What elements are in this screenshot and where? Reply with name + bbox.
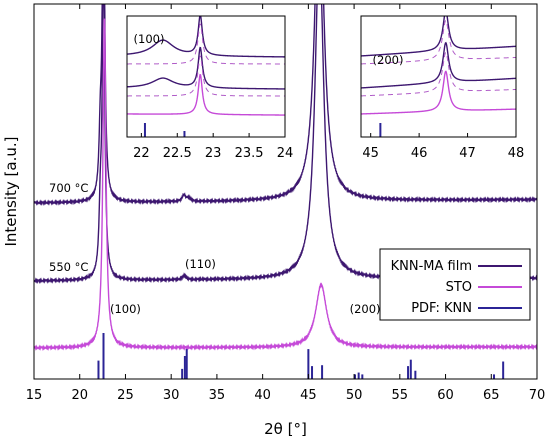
inset-fit-dashed bbox=[361, 19, 516, 65]
inset-curve-700 bbox=[361, 16, 516, 57]
legend-entry-label: PDF: KNN bbox=[411, 301, 472, 316]
inset-fit-dashed bbox=[127, 55, 285, 97]
inset-x-tick-label: 47 bbox=[459, 146, 476, 161]
annotation-label: 550 °C bbox=[49, 260, 88, 274]
series-knn-ma-700 bbox=[34, 4, 537, 207]
inset-label: (100) bbox=[134, 32, 165, 46]
x-tick-label: 25 bbox=[117, 388, 134, 403]
x-tick-label: 60 bbox=[437, 388, 454, 403]
x-tick-label: 30 bbox=[163, 388, 180, 403]
inset-curve-sto bbox=[127, 73, 285, 116]
inset-x-tick-label: 23.5 bbox=[235, 146, 264, 161]
inset-label: (200) bbox=[373, 53, 404, 67]
x-tick-label: 65 bbox=[483, 388, 500, 403]
legend: KNN-MA film STO PDF: KNN bbox=[379, 248, 531, 321]
y-axis-title: Intensity [a.u.] bbox=[2, 137, 20, 247]
inset-curve-700 bbox=[127, 16, 285, 58]
legend-entry-label: KNN-MA film bbox=[391, 259, 472, 274]
x-axis-ticks: 15 20 25 30 35 40 45 50 55 60 65 70 bbox=[26, 4, 546, 403]
x-tick-label: 45 bbox=[300, 388, 317, 403]
inset-200: 45 46 47 48 (200) bbox=[360, 15, 525, 161]
annotation-label: (110) bbox=[185, 257, 216, 271]
inset-fit-dashed bbox=[361, 51, 516, 97]
annotation-label: 700 °C bbox=[49, 181, 88, 195]
inset-curve-550 bbox=[127, 46, 285, 90]
inset-curve-550 bbox=[361, 41, 516, 89]
inset-x-tick-label: 22.5 bbox=[163, 146, 192, 161]
legend-entry-label: STO bbox=[446, 280, 472, 295]
inset-curve-sto bbox=[361, 70, 516, 115]
x-axis-title: 2θ [°] bbox=[264, 420, 307, 438]
inset-x-tick-label: 23 bbox=[205, 146, 222, 161]
x-tick-label: 55 bbox=[392, 388, 409, 403]
inset-x-tick-label: 46 bbox=[411, 146, 428, 161]
pdf-knn-sticks bbox=[97, 333, 505, 379]
inset-x-tick-label: 48 bbox=[508, 146, 525, 161]
x-tick-label: 20 bbox=[71, 388, 88, 403]
annotation-label: (100) bbox=[110, 302, 141, 316]
x-tick-label: 50 bbox=[346, 388, 363, 403]
inset-frame bbox=[360, 15, 517, 138]
inset-x-tick-label: 24 bbox=[277, 146, 294, 161]
x-tick-label: 70 bbox=[529, 388, 546, 403]
x-tick-label: 40 bbox=[254, 388, 271, 403]
inset-frame bbox=[126, 15, 286, 138]
x-tick-label: 35 bbox=[209, 388, 226, 403]
x-tick-label: 15 bbox=[26, 388, 43, 403]
inset-fit-dashed bbox=[127, 23, 285, 65]
main-plot-area: 15 20 25 30 35 40 45 50 55 60 65 70 bbox=[26, 3, 546, 403]
series-sto bbox=[34, 18, 537, 352]
inset-x-tick-label: 45 bbox=[362, 146, 379, 161]
annotation-label: (200) bbox=[350, 302, 381, 316]
annotations: 700 °C 550 °C (110) (100) (200) bbox=[49, 181, 380, 316]
inset-x-tick-label: 22 bbox=[133, 146, 150, 161]
plot-frame bbox=[33, 3, 538, 380]
inset-100: 22 22.5 23 23.5 24 (100) bbox=[126, 15, 294, 161]
